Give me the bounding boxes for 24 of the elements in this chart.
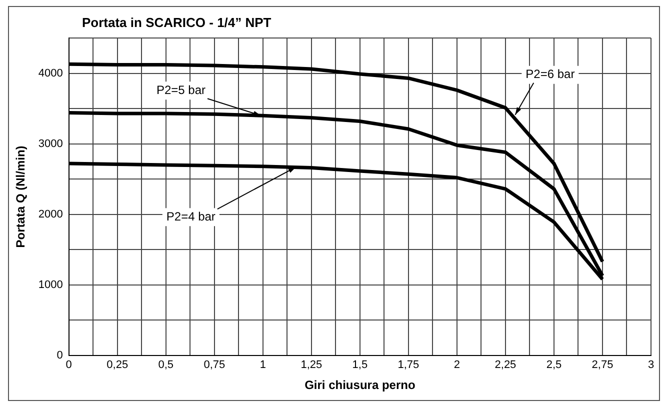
x-tick-label: 0,25 xyxy=(106,359,128,372)
annotation: P2=4 bar xyxy=(166,209,216,224)
x-tick-label: 3 xyxy=(648,359,654,372)
x-tick-label: 1,75 xyxy=(398,359,420,372)
annotation: P2=5 bar xyxy=(156,82,206,97)
annotation: P2=6 bar xyxy=(526,67,575,82)
x-tick-label: 0 xyxy=(66,359,72,372)
y-tick-label: 0 xyxy=(56,349,63,362)
chart-title: Portata in SCARICO - 1/4” NPT xyxy=(82,15,272,30)
y-tick-label: 3000 xyxy=(38,138,63,150)
x-tick-label: 0,5 xyxy=(158,359,174,372)
y-tick-label: 2000 xyxy=(38,208,63,220)
y-tick-label: 1000 xyxy=(38,278,63,291)
x-axis-title: Giri chiusura perno xyxy=(304,378,416,392)
x-tick-label: 1,5 xyxy=(352,359,368,372)
x-tick-label: 0,75 xyxy=(204,359,226,372)
x-tick-label: 1,25 xyxy=(300,359,322,372)
x-tick-label: 1 xyxy=(260,359,266,372)
y-axis-title: Portata Q (Nl/min) xyxy=(14,146,28,248)
x-tick-label: 2,25 xyxy=(494,359,516,372)
y-tick-label: 4000 xyxy=(38,67,63,80)
x-tick-label: 2,5 xyxy=(546,359,562,372)
x-tick-label: 2 xyxy=(454,359,460,372)
x-tick-label: 2,75 xyxy=(592,359,614,372)
